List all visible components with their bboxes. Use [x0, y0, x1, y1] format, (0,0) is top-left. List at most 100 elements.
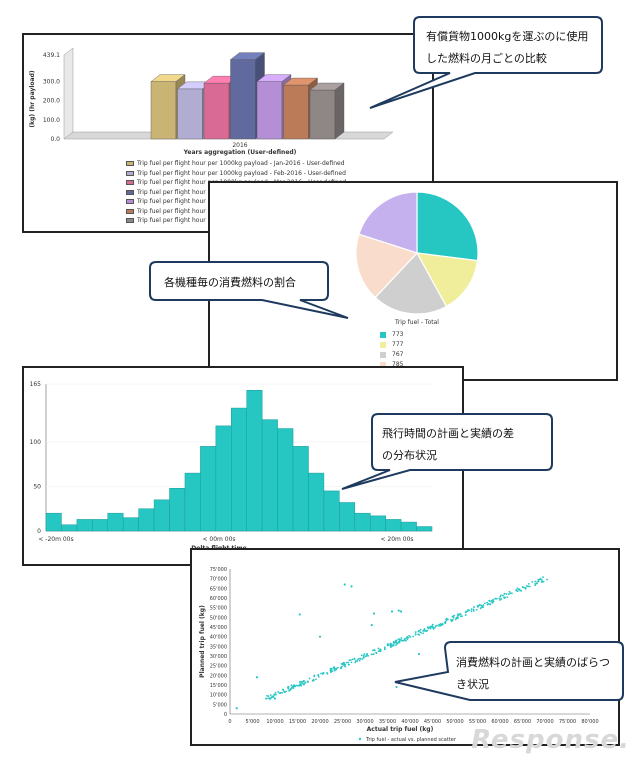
x-tick-label: < 20m 00s	[380, 536, 413, 543]
pie-legend-label: 785	[392, 361, 404, 368]
hist-bar-23	[385, 519, 402, 532]
scatter-point	[454, 618, 457, 621]
scatter-point	[298, 684, 301, 687]
scatter-outlier	[395, 685, 398, 689]
scatter-outlier	[235, 707, 238, 710]
scatter-point	[333, 669, 336, 672]
scatter-point	[487, 602, 490, 605]
scatter-point	[372, 653, 375, 656]
scatter-point	[392, 641, 395, 643]
scatter-point	[364, 655, 367, 658]
legend-swatch	[126, 199, 134, 204]
scatter-point	[419, 631, 422, 634]
response-watermark: Response.	[471, 725, 630, 755]
x-tick-label: 80'000	[581, 719, 598, 725]
scatter-point	[520, 589, 523, 592]
scatter-point	[472, 608, 475, 611]
scatter-point	[500, 598, 503, 600]
legend-swatch	[126, 180, 134, 185]
scatter-point	[412, 635, 415, 638]
scatter-point	[344, 665, 347, 668]
scatter-point	[282, 688, 284, 691]
scatter-point	[423, 628, 426, 630]
scatter-point	[358, 657, 360, 660]
scatter-point	[494, 597, 497, 600]
scatter-point	[478, 603, 481, 606]
scatter-point	[499, 595, 502, 598]
hist-bar-2	[61, 524, 78, 532]
scatter-point	[407, 636, 410, 639]
scatter-point	[398, 641, 401, 644]
scatter-point	[438, 625, 441, 627]
scatter-point	[390, 643, 393, 646]
scatter-outlier	[255, 676, 259, 679]
hist-bar-5	[107, 512, 124, 532]
hist-bar-3	[76, 519, 93, 532]
pie-legend-item: 767	[380, 351, 403, 358]
scatter-point	[375, 651, 377, 654]
y-tick-label: 20'000	[210, 673, 227, 679]
x-tick-label: 55'000	[469, 719, 486, 725]
scatter-point	[293, 684, 295, 687]
legend-swatch	[126, 189, 134, 195]
scatter-point	[298, 681, 301, 684]
scatter-point	[373, 649, 376, 652]
pie-title: Trip fuel - Total	[394, 319, 439, 326]
y-tick-label: 70'000	[210, 577, 227, 583]
hist-bar-24	[400, 521, 417, 532]
scatter-point	[418, 629, 420, 632]
scatter-point	[451, 619, 454, 621]
hist-bar-22	[369, 515, 386, 532]
y-tick-label: 0	[37, 528, 41, 535]
x-tick-label: 2016	[232, 142, 247, 149]
scatter-point	[414, 631, 417, 633]
y-tick-label: 50	[33, 483, 41, 490]
scatter-point	[516, 590, 519, 592]
scatter-point	[408, 634, 411, 637]
scatter-point	[304, 681, 307, 684]
scatter-point	[452, 617, 455, 619]
scatter-point	[433, 626, 436, 629]
scatter-point	[341, 665, 343, 668]
hist-bar-11	[200, 446, 217, 532]
fuel-share-pie-panel: Trip fuel - Total 773 777 767 785	[208, 181, 618, 381]
y-tick-label: 10'000	[210, 693, 227, 699]
bar-side-7	[334, 82, 345, 140]
scatter-point	[445, 619, 448, 622]
x-tick-label: 5'000	[245, 719, 259, 725]
hist-bar-4	[92, 519, 109, 532]
x-tick-label: 25'000	[334, 719, 351, 725]
scatter-point	[300, 684, 303, 687]
scatter-point	[336, 666, 339, 669]
scatter-point	[272, 695, 275, 698]
scatter-point	[534, 584, 537, 587]
scatter-point	[386, 643, 389, 646]
scatter-point	[434, 625, 437, 627]
scatter-point	[429, 627, 432, 630]
hist-bar-19	[323, 490, 340, 532]
scatter-point	[475, 608, 478, 611]
hist-bar-8	[153, 499, 170, 532]
scatter-point	[313, 675, 316, 678]
pie-legend-swatch	[380, 341, 386, 348]
scatter-point	[546, 578, 548, 581]
scatter-point	[535, 582, 538, 584]
legend-marker	[358, 737, 362, 741]
y-tick-label: 40'000	[210, 635, 227, 641]
scatter-point	[343, 664, 346, 666]
scatter-point	[470, 610, 473, 613]
y-tick-label: 50'000	[210, 615, 227, 621]
y-axis-label: (kg) (hr payload)	[29, 70, 36, 128]
scatter-point	[372, 649, 374, 652]
scatter-point	[395, 639, 398, 642]
scatter-point	[279, 692, 282, 694]
pie-legend-label: 777	[392, 341, 404, 348]
scatter-point	[362, 656, 365, 659]
scatter-point	[400, 637, 403, 639]
scatter-point	[347, 663, 350, 666]
scatter-point	[470, 608, 473, 611]
scatter-point	[541, 580, 544, 583]
fuel-share-pie-chart: Trip fuel - Total	[355, 191, 479, 326]
scatter-point	[507, 593, 510, 596]
pie-slice-1	[416, 191, 479, 262]
